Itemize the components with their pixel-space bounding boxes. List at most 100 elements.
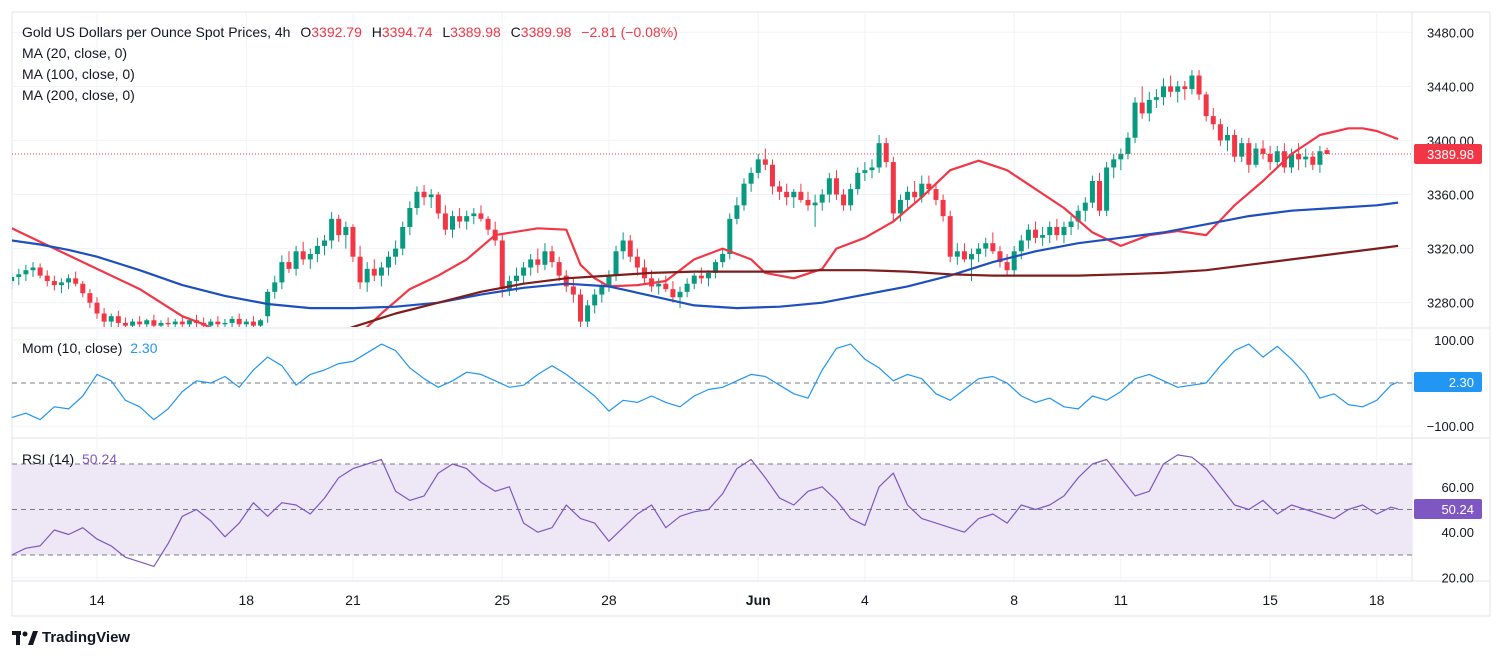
- rsi-axis-tick-label: 20.00: [1441, 571, 1474, 586]
- price-axis-tick-label: 3360.00: [1427, 188, 1474, 203]
- candle-body: [1153, 97, 1159, 100]
- candle-body: [94, 302, 100, 314]
- ma20-legend[interactable]: MA (20, close, 0): [22, 45, 128, 61]
- candle-body: [940, 199, 946, 217]
- candle-body: [812, 202, 818, 206]
- candle-body: [1104, 167, 1110, 211]
- candle-body: [286, 262, 292, 269]
- rsi-legend[interactable]: RSI (14) 50.24: [22, 451, 117, 467]
- rsi-axis-tick-label: 40.00: [1441, 525, 1474, 540]
- candle-body: [606, 275, 612, 287]
- candle-body: [1296, 153, 1302, 160]
- ma200-legend[interactable]: MA (200, close, 0): [22, 87, 135, 103]
- price-axis-tick-label: 3280.00: [1427, 296, 1474, 311]
- candle-body: [741, 183, 747, 206]
- close-label: C: [510, 24, 521, 40]
- candle-body: [592, 294, 598, 306]
- close-value: 3389.98: [520, 24, 572, 40]
- candle-body: [1253, 148, 1259, 165]
- candle-body: [414, 191, 420, 209]
- candle-body: [862, 170, 868, 173]
- candle-body: [1288, 153, 1294, 168]
- candle-body: [215, 321, 221, 325]
- low-value: 3389.98: [450, 24, 501, 40]
- candle-body: [350, 226, 356, 257]
- candle-body: [1054, 226, 1060, 236]
- candle-body: [883, 143, 889, 163]
- momentum-value: 2.30: [130, 340, 158, 356]
- candle-body: [279, 262, 285, 283]
- open-label: O: [300, 24, 312, 40]
- candle-body: [961, 251, 967, 260]
- candle-body: [293, 251, 299, 269]
- candle-body: [535, 259, 541, 265]
- momentum-legend[interactable]: Mom (10, close) 2.30: [22, 340, 158, 356]
- high-value: 3394.74: [381, 24, 433, 40]
- ma200-line: [349, 244, 1399, 327]
- candle-body: [1303, 156, 1309, 160]
- candle-body: [762, 159, 768, 165]
- candle-body: [1033, 229, 1039, 238]
- candle-body: [1217, 124, 1223, 141]
- rsi-value: 50.24: [82, 451, 118, 467]
- candle-body: [1146, 99, 1152, 114]
- candle-body: [158, 322, 164, 326]
- candle-body: [720, 253, 726, 263]
- symbol-legend: Gold US Dollars per Ounce Spot Prices, 4…: [22, 24, 678, 40]
- ma100-legend[interactable]: MA (100, close, 0): [22, 66, 135, 82]
- candle-body: [165, 322, 171, 325]
- candle-body: [12, 276, 15, 282]
- price-axis-tick-label: 3320.00: [1427, 242, 1474, 257]
- pane-backgrounds: [11, 11, 1491, 617]
- high-label: H: [371, 24, 382, 40]
- candle-body: [1161, 86, 1166, 98]
- candle-body: [407, 208, 413, 227]
- candle-body: [1168, 86, 1174, 92]
- tradingview-logo-text: TradingView: [42, 629, 131, 646]
- time-axis-tick-label: 25: [494, 592, 510, 608]
- candle-body: [464, 216, 470, 222]
- tradingview-brand[interactable]: TradingView: [12, 629, 130, 646]
- candle-body: [1260, 148, 1266, 154]
- momentum-axis-tick-label: 100.00: [1434, 333, 1474, 348]
- rsi-overbought-oversold-band: [12, 464, 1412, 555]
- rsi-value-marker-bg: [1414, 498, 1482, 519]
- candle-body: [826, 178, 832, 195]
- candle-body: [663, 283, 669, 290]
- price-axis-tick-label: 3480.00: [1427, 25, 1474, 40]
- candle-body: [947, 216, 953, 257]
- candle-body: [307, 253, 313, 260]
- rsi-title: RSI (14): [22, 451, 75, 467]
- candle-body: [599, 286, 605, 295]
- candle-body: [364, 268, 370, 283]
- candle-body: [250, 321, 256, 326]
- momentum-series: [11, 343, 1399, 421]
- candle-body: [485, 218, 491, 230]
- candle-body: [634, 256, 640, 268]
- candle-body: [258, 320, 264, 326]
- candle-body: [329, 218, 335, 241]
- candle-body: [1210, 116, 1216, 125]
- axes: 3480.003440.003400.003360.003320.003280.…: [89, 25, 1474, 608]
- candle-body: [705, 272, 711, 279]
- candle-body: [1239, 143, 1245, 157]
- candle-body: [897, 199, 903, 214]
- candle-body: [151, 320, 157, 326]
- momentum-value-marker: 2.30: [1449, 375, 1474, 390]
- candle-body: [627, 240, 633, 257]
- candle-body: [1040, 235, 1046, 238]
- candle-body: [101, 313, 107, 322]
- candle-body: [777, 186, 783, 192]
- candle-body: [855, 172, 861, 190]
- candle-body: [513, 275, 519, 282]
- candle-body: [58, 282, 64, 286]
- candle-body: [51, 281, 57, 286]
- candle-body: [819, 194, 825, 203]
- candle-body: [734, 205, 740, 219]
- candle-body: [179, 321, 185, 325]
- candle-body: [1089, 180, 1095, 203]
- candle-body: [521, 267, 527, 276]
- candle-body: [620, 240, 626, 252]
